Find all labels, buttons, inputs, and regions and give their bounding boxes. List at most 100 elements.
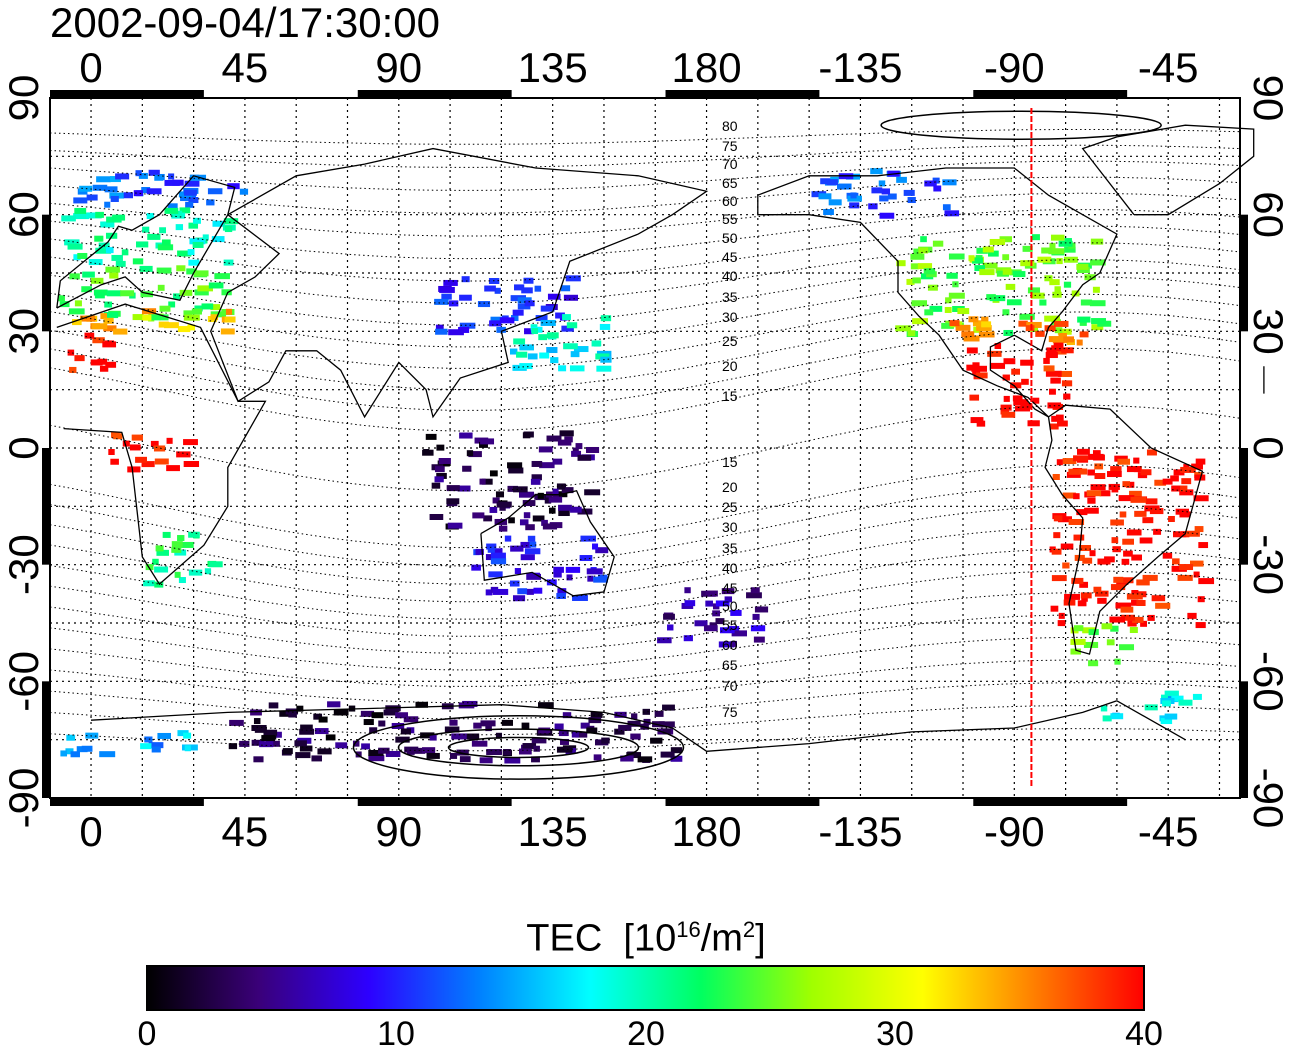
tec-cell xyxy=(486,749,502,756)
tec-cell xyxy=(73,197,88,204)
tec-cell xyxy=(560,285,571,292)
tec-cell xyxy=(944,306,952,313)
tec-cell xyxy=(434,466,445,473)
tec-cell xyxy=(253,756,264,763)
tec-cell xyxy=(557,439,572,446)
tec-cell xyxy=(471,740,488,747)
top-lon-tick-label: -90 xyxy=(984,44,1045,91)
tec-cell xyxy=(572,447,579,454)
tec-cell xyxy=(188,259,200,266)
tec-cell xyxy=(178,577,186,584)
frame-bar-top xyxy=(973,90,1128,98)
tec-cell xyxy=(1045,370,1062,377)
tec-cell xyxy=(1097,558,1111,565)
tec-cell xyxy=(1126,481,1135,488)
tec-cell xyxy=(435,328,448,335)
coastline xyxy=(480,490,615,597)
tec-cell xyxy=(850,192,857,199)
tec-cell xyxy=(1006,299,1022,306)
tec-cell xyxy=(1146,449,1157,456)
tec-cell xyxy=(449,752,458,759)
tec-cell xyxy=(100,221,115,228)
tec-cell xyxy=(224,226,233,233)
tec-cell xyxy=(976,372,988,379)
tec-cell xyxy=(614,711,627,718)
tec-cell xyxy=(555,312,565,319)
tec-cell xyxy=(73,254,81,261)
tec-cell xyxy=(194,305,203,312)
tec-cell xyxy=(683,635,693,642)
tec-cell xyxy=(1110,519,1124,526)
tec-cell xyxy=(159,305,171,312)
tec-cell xyxy=(519,519,529,526)
tec-cell xyxy=(591,340,602,347)
tec-cell xyxy=(1120,606,1134,613)
tec-cell xyxy=(659,721,675,728)
tec-cell xyxy=(558,589,566,596)
tec-cell xyxy=(1110,584,1126,591)
tec-cell xyxy=(81,286,92,293)
tec-cell xyxy=(1015,405,1031,412)
tec-cell xyxy=(521,287,533,294)
tec-cell xyxy=(368,749,384,756)
tec-cell xyxy=(72,319,82,326)
tec-cell xyxy=(457,485,471,492)
tec-cell xyxy=(1162,478,1173,485)
tec-cell xyxy=(533,745,540,752)
tec-cell xyxy=(112,214,126,221)
tec-cell xyxy=(565,566,581,573)
frame-bar-bottom xyxy=(665,798,820,806)
tec-cell xyxy=(540,305,555,312)
tec-cell xyxy=(110,458,119,465)
tec-cell xyxy=(1064,246,1076,253)
tec-cell xyxy=(333,709,349,716)
tec-cell xyxy=(1093,586,1102,593)
tec-cell xyxy=(168,301,176,308)
tec-cell xyxy=(724,596,733,603)
tec-cell xyxy=(1043,365,1055,372)
tec-cell xyxy=(1079,331,1089,338)
tec-cell xyxy=(837,183,852,190)
tec-cell xyxy=(1050,605,1059,612)
tec-cell xyxy=(523,512,531,519)
tec-cell xyxy=(74,300,82,307)
tec-cell xyxy=(1178,699,1193,706)
tec-cell xyxy=(143,580,155,587)
tec-cell xyxy=(518,748,532,755)
tec-cell xyxy=(896,260,906,267)
contour-line xyxy=(49,659,1241,704)
tec-cell xyxy=(968,316,979,323)
tec-cell xyxy=(847,195,862,202)
tec-cell xyxy=(363,719,374,726)
tec-cell xyxy=(1060,543,1074,550)
tec-cell xyxy=(750,625,766,632)
tec-cell xyxy=(144,736,153,743)
tec-cell xyxy=(285,708,299,715)
tec-cell xyxy=(146,213,154,220)
tec-cell xyxy=(637,756,653,763)
tec-cell xyxy=(823,208,834,215)
tec-cell xyxy=(1018,320,1028,327)
tec-cell xyxy=(556,483,566,490)
tec-cell xyxy=(626,752,642,759)
tec-cell xyxy=(177,250,192,257)
tec-cell xyxy=(1132,616,1144,623)
tec-cell xyxy=(1070,638,1086,645)
tec-cell xyxy=(546,435,562,442)
tec-cell xyxy=(263,729,278,736)
tec-cell xyxy=(923,268,936,275)
tec-cell xyxy=(903,189,915,196)
tec-cell xyxy=(1172,558,1180,565)
tec-cell xyxy=(507,485,518,492)
tec-cell xyxy=(184,180,200,187)
tec-cell xyxy=(1057,620,1066,627)
tec-cell xyxy=(180,195,197,202)
tec-cell xyxy=(627,720,641,727)
tec-cell xyxy=(1058,516,1073,523)
tec-cell xyxy=(109,192,125,199)
tec-cell xyxy=(650,737,663,744)
tec-cell xyxy=(489,320,502,327)
tec-cell xyxy=(443,279,458,286)
tec-cell xyxy=(378,747,390,754)
coastline xyxy=(1081,124,1255,216)
